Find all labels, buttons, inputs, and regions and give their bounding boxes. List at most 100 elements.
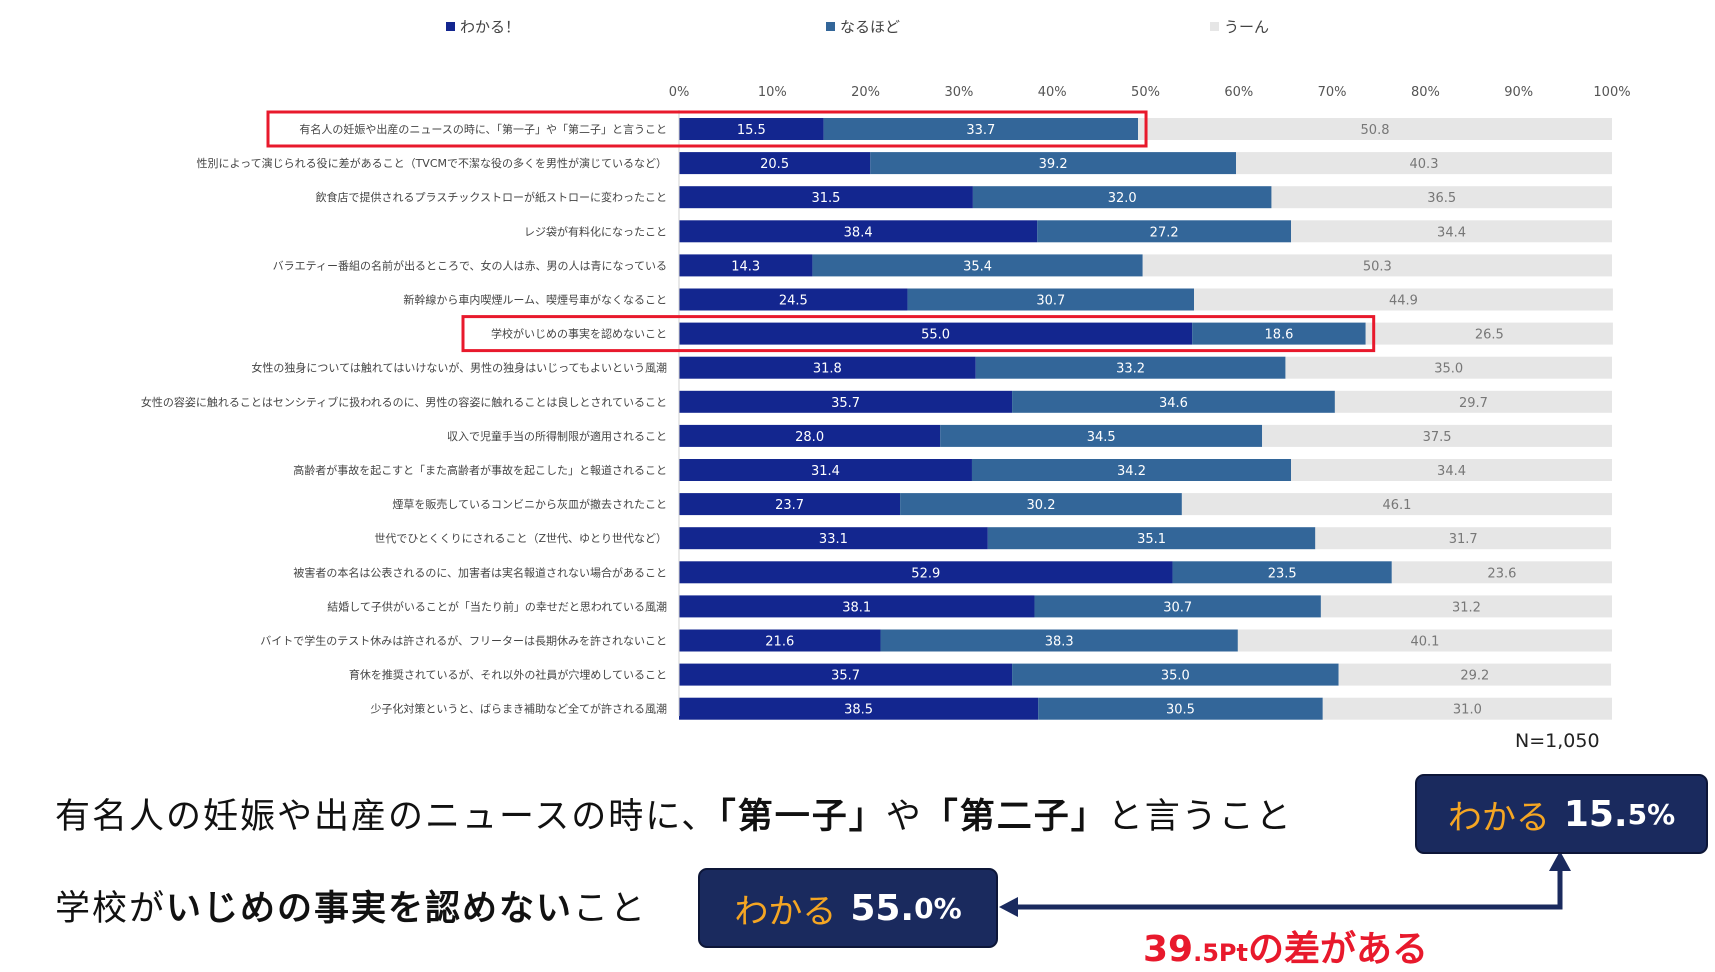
category-label: 飲食店で提供されるプラスチックストローが紙ストローに変わったこと: [316, 190, 667, 204]
bar-segment-1: [679, 424, 941, 447]
data-label: 29.2: [1460, 669, 1489, 684]
bar-segment-2: [812, 254, 1143, 277]
legend-swatch: [1210, 22, 1219, 31]
bar-segment-2: [971, 459, 1292, 481]
chart-row: 煙草を販売しているコンビニから灰皿が撤去されたこと 23.7 30.2 46.1: [392, 493, 1612, 516]
bar-segment-3: [1334, 390, 1612, 413]
data-label: 14.3: [731, 259, 760, 274]
category-label: 煙草を販売しているコンビニから灰皿が撤去されたこと: [392, 497, 667, 511]
data-label: 24.5: [779, 294, 808, 309]
bar-segment-3: [1365, 322, 1613, 345]
data-label: 31.8: [813, 362, 842, 377]
bar-segment-2: [940, 424, 1263, 447]
category-label: バイトで学生のテスト休みは許されるが、フリーターは長期休みを許されないこと: [260, 634, 667, 648]
sample-size-note: N=1,050: [1515, 730, 1600, 752]
bar-segment-3: [1237, 629, 1612, 652]
data-label: 50.8: [1361, 123, 1390, 138]
data-label: 31.2: [1452, 600, 1481, 615]
data-label: 23.7: [775, 498, 804, 513]
chart-row: 結婚して子供がいることが「当たり前」の幸せだと思われている風潮 38.1 30.7 3…: [327, 595, 1612, 618]
bar-segment-3: [1262, 424, 1612, 447]
bar-segment-1: [679, 663, 1013, 686]
bar-segment-2: [1012, 663, 1339, 686]
chart-row: レジ袋が有料化になったこと 38.4 27.2 34.4: [524, 220, 1612, 243]
bar-segment-2: [870, 152, 1237, 175]
caption-row1-post: と言うこと: [1107, 797, 1293, 837]
bar-segment-3: [1142, 254, 1612, 277]
data-label: 35.0: [1161, 669, 1190, 684]
chart-row: 収入で児童手当の所得制限が適用されること 28.0 34.5 37.5: [447, 424, 1612, 447]
highlight-boxes: [266, 110, 1376, 353]
data-label: 23.6: [1487, 566, 1516, 581]
data-label: 46.1: [1382, 498, 1411, 513]
data-label: 33.2: [1116, 362, 1145, 377]
bar-segment-2: [975, 356, 1286, 379]
bar-segment-2: [823, 118, 1139, 140]
category-label: 新幹線から車内喫煙ルーム、喫煙号車がなくなること: [403, 293, 667, 307]
data-label: 35.1: [1137, 532, 1166, 547]
data-label: 50.3: [1363, 259, 1392, 274]
bar-segment-2: [880, 629, 1238, 652]
bar-segment-3: [1322, 697, 1612, 720]
bar-segment-2: [1012, 390, 1335, 413]
bar-segment-2: [1034, 595, 1321, 618]
bar-segment-2: [1192, 322, 1366, 345]
data-label: 39.2: [1039, 157, 1068, 172]
data-label: 34.4: [1437, 464, 1466, 479]
badge-label: わかる: [1447, 797, 1550, 838]
category-label: 性別によって演じられる役に差があること（TVCMで不潔な役の多くを男性が演じてい…: [196, 156, 667, 170]
bar-segment-2: [907, 288, 1195, 311]
caption-row1: 有名人の妊娠や出産のニュースの時に、「第一子」や「第二子」と言うこと: [55, 788, 1293, 839]
data-label: 38.3: [1045, 635, 1074, 650]
x-tick-label: 90%: [1504, 85, 1533, 100]
bar-segment-1: [679, 152, 871, 175]
data-label: 28.0: [795, 430, 824, 445]
bar-segment-1: [679, 288, 908, 311]
data-label: 35.7: [831, 396, 860, 411]
data-label: 31.0: [1453, 703, 1482, 718]
bar-segment-1: [679, 459, 972, 481]
bar-segment-1: [679, 595, 1035, 618]
category-label: 高齢者が事故を起こすと「また高齢者が事故を起こした」と報道されること: [293, 463, 667, 477]
caption-row1-bold1: 「第一子」: [718, 797, 886, 837]
data-label: 15.5: [737, 123, 766, 138]
data-label: 32.0: [1108, 191, 1137, 206]
category-label: 収入で児童手当の所得制限が適用されること: [447, 429, 667, 443]
chart-row: 高齢者が事故を起こすと「また高齢者が事故を起こした」と報道されること 31.4 34…: [293, 459, 1612, 481]
chart-row: 新幹線から車内喫煙ルーム、喫煙号車がなくなること 24.5 30.7 44.9: [403, 288, 1613, 311]
badge-row2: わかる 55. 0%: [698, 868, 998, 948]
badge-label: わかる: [734, 891, 837, 932]
data-label: 30.7: [1036, 294, 1065, 309]
legend-item-uun: うーん: [1210, 16, 1269, 37]
data-label: 31.5: [811, 191, 840, 206]
legend-swatch: [826, 22, 835, 31]
data-label: 34.6: [1159, 396, 1188, 411]
diff-number: 39: [1143, 929, 1194, 970]
data-label: 27.2: [1150, 225, 1179, 240]
caption-row1-mid: や: [885, 797, 923, 837]
bar-segment-3: [1194, 288, 1613, 311]
data-label: 40.3: [1410, 157, 1439, 172]
legend-swatch: [446, 22, 455, 31]
data-label: 37.5: [1423, 430, 1452, 445]
bar-segment-3: [1181, 493, 1612, 516]
chart-row: 被害者の本名は公表されるのに、加害者は実名報道されない場合があること 52.9 23…: [293, 561, 1612, 584]
bar-segment-1: [679, 220, 1038, 243]
bar-segment-1: [679, 322, 1193, 345]
data-label: 31.4: [811, 464, 840, 479]
data-label: 33.7: [966, 123, 995, 138]
chart-row: 女性の独身については触れてはいけないが、男性の独身はいじってもよいという風潮 31…: [251, 356, 1612, 379]
difference-callout: 39.5Ptの差がある: [1143, 920, 1428, 972]
bar-segment-1: [679, 561, 1173, 584]
bar-segment-2: [1037, 220, 1292, 243]
data-label: 35.7: [831, 669, 860, 684]
chart-row: バラエティー番組の名前が出るところで、女の人は赤、男の人は青になっている 14.3…: [273, 254, 1612, 277]
bar-segment-1: [679, 356, 976, 379]
bar-segment-1: [679, 527, 988, 550]
data-label: 38.1: [842, 600, 871, 615]
x-tick-label: 100%: [1593, 85, 1630, 100]
category-label: 学校がいじめの事実を認めないこと: [491, 327, 667, 341]
bar-segment-3: [1320, 595, 1612, 618]
data-label: 36.5: [1427, 191, 1456, 206]
